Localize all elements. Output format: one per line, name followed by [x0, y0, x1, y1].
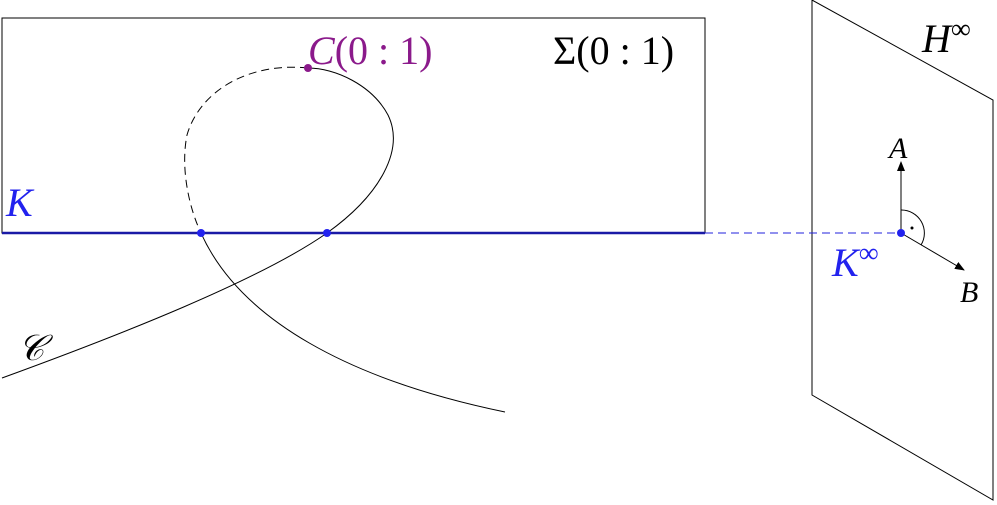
curve-label: 𝒞 [18, 328, 54, 368]
line-label: K [5, 180, 35, 225]
hyperplane-label: H∞ [921, 14, 971, 61]
right-angle [900, 209, 925, 246]
intersection-point [197, 229, 205, 237]
vector-a-label: A [887, 132, 908, 165]
curve-lower [200, 232, 506, 413]
plane-label: Σ(0 : 1) [553, 28, 674, 73]
line-infinity-label: K∞ [831, 238, 879, 285]
label-sup: ∞ [951, 14, 971, 45]
intersection-point [323, 229, 331, 237]
curve-solid [1, 67, 394, 379]
vector-b-label: B [960, 276, 978, 309]
vector-b [900, 232, 965, 271]
label-base: C [308, 28, 336, 73]
h-infinity-plane [811, 0, 994, 501]
label-args: (0 : 1) [576, 28, 674, 73]
label-sup: ∞ [859, 238, 879, 269]
label-args: (0 : 1) [335, 28, 433, 73]
curve-dashed [184, 66, 309, 234]
right-angle-dot [910, 226, 914, 230]
label-base: K [831, 240, 861, 285]
point-c [304, 64, 312, 72]
label-base: H [921, 16, 953, 61]
point-label: C(0 : 1) [308, 28, 432, 73]
point-k-infinity [897, 229, 905, 237]
label-base: Σ [553, 28, 576, 73]
